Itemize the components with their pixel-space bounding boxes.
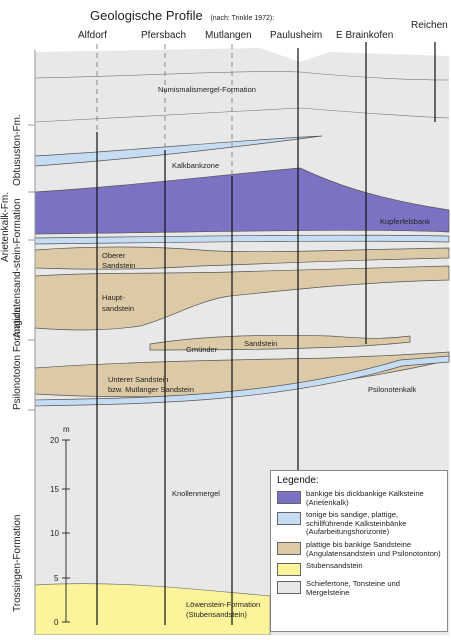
hauptsandstein-layer: [34, 265, 450, 331]
title-source: (nach: Trinkle 1972):: [210, 15, 274, 22]
legend-swatch: [277, 491, 301, 504]
location-pfersbach: Pfersbach: [141, 30, 186, 41]
kalkbankzone-layer: [34, 135, 323, 167]
contact-line: [34, 107, 450, 123]
label-kalkbankzone: Kalkbankzone: [172, 161, 219, 170]
legend-item-arietenkalk: bankige bis dickbankige Kalksteine (Arie…: [277, 489, 441, 507]
diagram-title: Geologische Profile: [90, 8, 203, 23]
formation-psilonotenton: Psilonototon Formation: [12, 307, 23, 410]
scale-tick-5: 5: [54, 574, 59, 583]
location-brainkofen: E Brainkofen: [336, 30, 393, 41]
oberer-sandstein-layer: [34, 246, 450, 270]
legend-swatch: [277, 581, 301, 595]
label-oberer-2: Sandstein: [102, 261, 135, 270]
label-loewenstein-1: Löwenstein-Formation: [186, 600, 260, 609]
legend-item-sandstein: plattige bis bankige Sandsteine (Angulat…: [277, 539, 441, 558]
svg-text:Geologische Profile (nach:: Geologische Profile (nach: Trinkle 1972)…: [90, 8, 274, 23]
label-numismalis: Numismalismergel-Formation: [158, 85, 256, 94]
location-reichenbach: Reichen bach: [411, 20, 451, 31]
legend-swatch: [277, 541, 301, 555]
location-paulusheim: Paulusheim: [270, 30, 322, 41]
legend-item-kalkstein: tonige bis sandige, plattige, schillführ…: [277, 510, 441, 537]
arietenkalk-layer: [34, 167, 450, 235]
scale-tick-20: 20: [50, 436, 59, 445]
formation-obtususton: Obtususton-Fm.: [12, 114, 23, 186]
legend-text: Stubensandstein: [306, 561, 363, 571]
formation-arietenkalk: Arietenkalk-Fm.: [0, 192, 11, 262]
label-psilonotenkalk: Psilonotenkalk: [368, 385, 417, 394]
label-knollenmergel: Knollenmergel: [172, 489, 220, 498]
legend-text: tonige bis sandige, plattige, schillführ…: [306, 510, 407, 537]
legend-text: bankige bis dickbankige Kalksteine (Arie…: [306, 489, 424, 507]
formation-trossingen: Trossingen-Formation: [12, 515, 23, 612]
scale-unit: m: [63, 425, 70, 434]
psilonotenkalk-layer: [34, 355, 450, 407]
label-unterer-2: bzw. Mutlanger Sandstein: [108, 385, 194, 394]
legend-text: Schiefertone, Tonsteine und Mergelsteine: [306, 579, 401, 597]
scale-tick-15: 15: [50, 485, 59, 494]
label-loewenstein-2: (Stubensandstein): [186, 610, 247, 619]
legend-item-stubensandstein: Stubensandstein: [277, 561, 441, 577]
lower-blue-band: [34, 234, 450, 245]
label-haupt-1: Haupt-: [102, 293, 125, 302]
location-alfdorf: Alfdorf: [78, 30, 107, 41]
legend: Legende: bankige bis dickbankige Kalkste…: [270, 470, 448, 632]
label-oberer-1: Oberer: [102, 251, 126, 260]
legend-item-schieferton: Schiefertone, Tonsteine und Mergelsteine: [277, 579, 441, 597]
formation-angulatensandstein: Angulatensand-stein-Formation: [12, 198, 23, 338]
scale-tick-0: 0: [54, 618, 59, 627]
contact-line: [34, 71, 450, 81]
label-kupferfelsbank: Kupferfelsbank: [380, 217, 430, 226]
stubensandstein-layer: [34, 583, 271, 636]
label-haupt-2: sandstein: [102, 304, 134, 313]
legend-title: Legende:: [277, 475, 319, 486]
label-gmuender-sandstein: Sandstein: [244, 339, 277, 348]
location-mutlangen: Mutlangen: [205, 30, 252, 41]
legend-swatch: [277, 512, 301, 526]
legend-swatch: [277, 563, 301, 577]
legend-text: plattige bis bankige Sandsteine (Angulat…: [306, 539, 441, 558]
scale-tick-10: 10: [50, 529, 59, 538]
label-unterer-1: Unterer Sandstein: [108, 375, 168, 384]
label-gmuender: Gmünder: [186, 345, 218, 354]
